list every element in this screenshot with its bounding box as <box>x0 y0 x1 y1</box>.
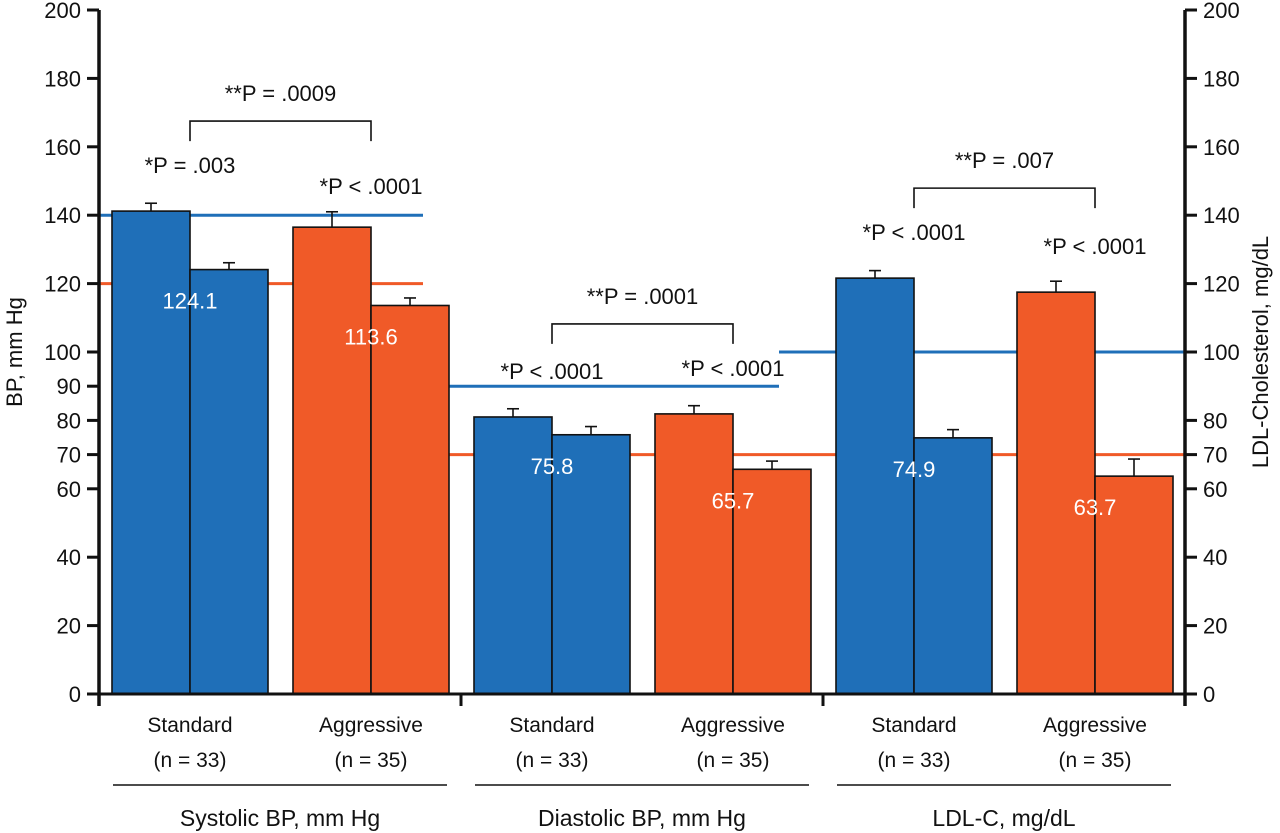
category-label-aggressive: Aggressive <box>681 714 785 737</box>
bar-followup-aggressive <box>370 304 450 695</box>
bar-baseline-standard <box>111 210 191 695</box>
bar-baseline-aggressive <box>1016 291 1096 695</box>
left-tick-label: 20 <box>57 614 81 639</box>
bar-followup-aggressive <box>732 468 812 695</box>
left-tick-label: 0 <box>69 682 81 707</box>
left-tick-label: 160 <box>44 135 81 160</box>
right-tick-label: 160 <box>1203 135 1240 160</box>
between-arm-p-value: **P = .007 <box>955 148 1054 173</box>
followup-value-label: 75.8 <box>531 454 574 479</box>
between-arm-p-value: **P = .0009 <box>225 81 337 106</box>
category-n-label: (n = 35) <box>335 749 408 772</box>
left-tick-label: 120 <box>44 272 81 297</box>
within-arm-p-value: *P < .0001 <box>501 359 604 384</box>
within-arm-p-value: *P < .0001 <box>320 174 423 199</box>
right-tick-label: 20 <box>1203 614 1227 639</box>
left-tick-label: 200 <box>44 0 81 23</box>
between-arm-bracket <box>189 120 372 142</box>
between-arm-bracket <box>913 187 1096 209</box>
group-label: LDL-C, mg/dL <box>932 805 1075 831</box>
category-label-standard: Standard <box>509 714 594 737</box>
bar-baseline-aggressive <box>292 226 372 695</box>
followup-value-label: 113.6 <box>344 324 397 349</box>
category-label-standard: Standard <box>871 714 956 737</box>
followup-value-label: 65.7 <box>712 488 755 513</box>
followup-value-label: 63.7 <box>1074 495 1117 520</box>
left-tick-label: 140 <box>44 203 81 228</box>
left-tick-label: 60 <box>57 477 81 502</box>
between-arm-bracket <box>551 323 734 344</box>
within-arm-p-value: *P < .0001 <box>863 220 966 245</box>
right-tick-label: 200 <box>1203 0 1240 23</box>
right-tick-label: 40 <box>1203 545 1227 570</box>
left-tick-label: 80 <box>57 408 81 433</box>
bar-followup-aggressive <box>1094 475 1174 695</box>
between-arm-p-value: **P = .0001 <box>587 284 699 309</box>
category-n-label: (n = 33) <box>154 749 227 772</box>
within-arm-p-value: *P = .003 <box>145 153 236 178</box>
right-tick-label: 80 <box>1203 408 1227 433</box>
bar-baseline-aggressive <box>654 413 734 695</box>
followup-value-label: 124.1 <box>162 289 217 314</box>
right-axis-title: LDL-Cholesterol, mg/dL <box>1248 236 1273 468</box>
bar-followup-standard <box>189 268 269 695</box>
group-label: Diastolic BP, mm Hg <box>538 805 746 831</box>
annotations: 124.1 *P = .003 Standard (n = 33) 113.6 *P < … <box>113 81 1171 831</box>
axes: 0 20 40 60 70 80 90 100 120 140 160 180 200 0 20 40 60 70… <box>44 0 1239 707</box>
within-arm-p-value: *P < .0001 <box>682 356 785 381</box>
within-arm-p-value: *P < .0001 <box>1044 234 1147 259</box>
category-label-standard: Standard <box>147 714 232 737</box>
right-tick-label: 120 <box>1203 272 1240 297</box>
left-tick-label: 90 <box>57 374 81 399</box>
category-n-label: (n = 35) <box>1059 749 1132 772</box>
right-tick-label: 60 <box>1203 477 1227 502</box>
bar-baseline-standard <box>835 277 915 695</box>
category-label-aggressive: Aggressive <box>1043 714 1147 737</box>
category-n-label: (n = 33) <box>878 749 951 772</box>
right-tick-label: 0 <box>1203 682 1215 707</box>
right-tick-label: 140 <box>1203 203 1240 228</box>
left-tick-label: 70 <box>57 443 81 468</box>
category-label-aggressive: Aggressive <box>319 714 423 737</box>
left-axis-title: BP, mm Hg <box>2 297 27 407</box>
group-label: Systolic BP, mm Hg <box>180 805 380 831</box>
followup-value-label: 74.9 <box>893 457 936 482</box>
category-n-label: (n = 33) <box>516 749 589 772</box>
bars <box>111 202 1174 695</box>
left-tick-label: 40 <box>57 545 81 570</box>
right-tick-label: 70 <box>1203 443 1227 468</box>
right-tick-label: 100 <box>1203 340 1240 365</box>
category-n-label: (n = 35) <box>697 749 770 772</box>
left-tick-label: 180 <box>44 66 81 91</box>
right-tick-label: 180 <box>1203 66 1240 91</box>
left-tick-label: 100 <box>44 340 81 365</box>
